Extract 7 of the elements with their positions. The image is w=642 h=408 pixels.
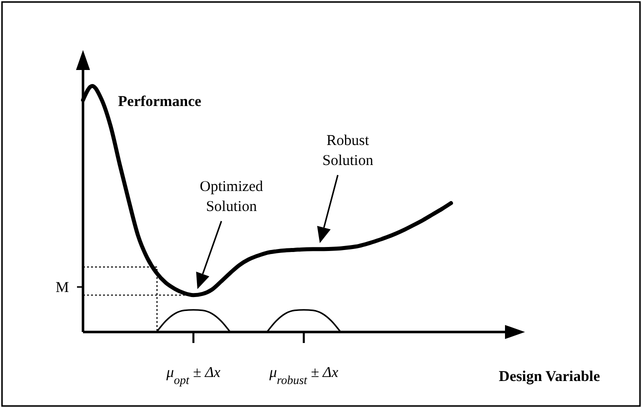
annotation: Robust Solution	[322, 133, 374, 170]
x-tick-label: μ$_{robust}$ ± Δx	[268, 365, 339, 387]
x-axis-title: Design Variable	[498, 369, 600, 385]
x-tick-label: μ$_{opt}$ ± Δx	[165, 365, 221, 387]
y-axis-title: Performance	[118, 94, 202, 110]
annotation: Optimized Solution	[200, 179, 264, 216]
text: M	[56, 280, 69, 296]
